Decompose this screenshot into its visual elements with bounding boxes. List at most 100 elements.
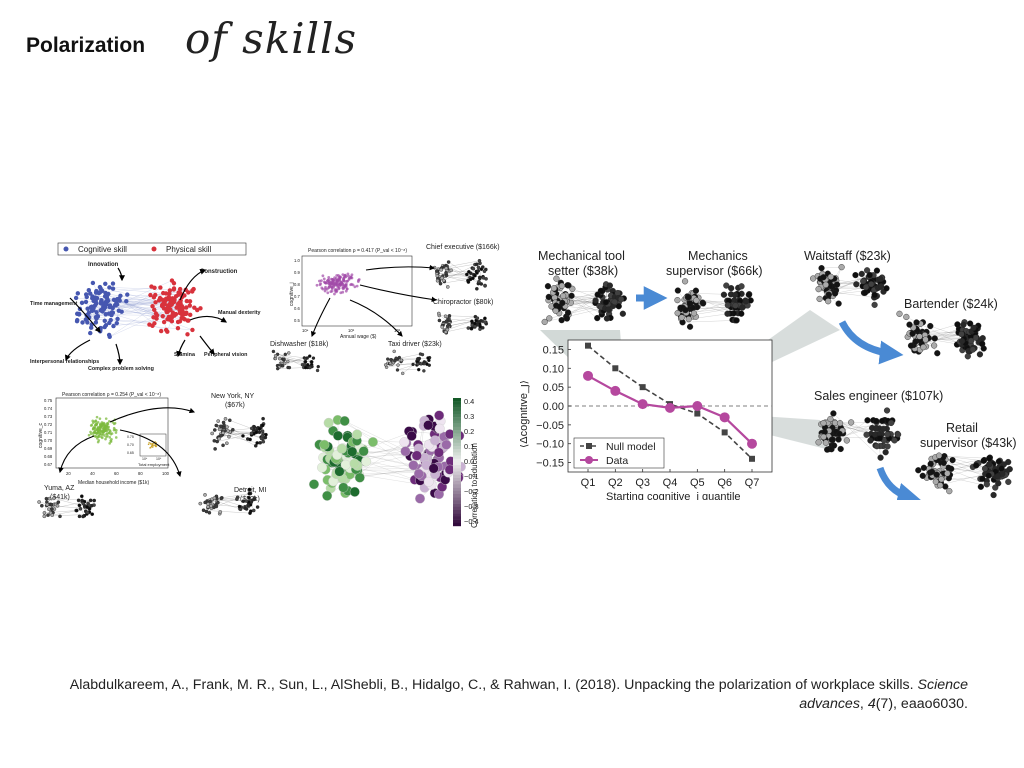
- income-inset-xtick: 10⁶: [156, 457, 162, 461]
- network-edge: [682, 320, 737, 323]
- network-node: [416, 357, 420, 361]
- income-ytick: 0.71: [44, 430, 53, 435]
- colorbar-step: [453, 449, 461, 453]
- network-edge: [99, 286, 165, 304]
- network-node: [862, 284, 870, 291]
- network-node: [687, 300, 694, 307]
- network-node: [204, 509, 209, 514]
- income-arrows: [58, 407, 196, 478]
- network-node: [47, 496, 52, 501]
- network-node: [50, 507, 54, 511]
- colorbar-step: [453, 414, 461, 418]
- network-node: [605, 306, 612, 313]
- scatter-point: [114, 436, 118, 439]
- network-node: [545, 293, 552, 301]
- network-node: [315, 368, 320, 373]
- network-node: [110, 310, 116, 315]
- network-node: [733, 317, 740, 324]
- income-ylabel: cognitive_c: [38, 422, 44, 448]
- colorbar-step: [453, 436, 461, 440]
- network-node: [894, 431, 902, 438]
- network-node: [388, 361, 393, 365]
- network-node: [319, 439, 330, 450]
- network-node: [352, 429, 363, 440]
- colorbar-step: [453, 458, 461, 463]
- colorbar-tick: −0.2: [464, 487, 479, 496]
- network-node: [208, 499, 212, 504]
- network-node: [1005, 478, 1012, 485]
- network-node: [160, 297, 165, 302]
- scatter-point: [342, 279, 346, 283]
- scatter-point: [109, 440, 113, 443]
- network-node: [167, 288, 173, 293]
- colorbar-step: [453, 430, 461, 434]
- network-node: [437, 311, 441, 316]
- network-edge: [445, 276, 469, 283]
- network-node: [177, 286, 183, 292]
- transition-arrow: [838, 320, 904, 365]
- network-node: [249, 426, 254, 431]
- colorbar-tick: 0.2: [464, 427, 474, 436]
- scatter-point: [105, 432, 108, 436]
- scatter-point: [96, 420, 100, 424]
- network-node: [931, 335, 938, 342]
- network-node: [149, 284, 154, 289]
- network-node: [275, 366, 280, 371]
- colorbar-step: [453, 471, 461, 475]
- network-node: [933, 471, 940, 478]
- network-node: [77, 514, 82, 519]
- scatter-point: [105, 422, 109, 426]
- network-node: [170, 310, 176, 315]
- wage-xlabel: Annual wage ($): [340, 334, 377, 340]
- citation-rest: (7), eaao6030.: [875, 696, 968, 712]
- network-node: [411, 450, 422, 461]
- inset-point: [150, 442, 152, 444]
- network-node: [255, 505, 260, 509]
- network-node: [437, 318, 442, 323]
- network-node: [681, 278, 689, 285]
- colorbar-step: [453, 398, 461, 402]
- network-node: [258, 440, 262, 445]
- network-node: [896, 310, 903, 317]
- network-node: [836, 430, 843, 437]
- network-node: [483, 320, 487, 324]
- network-node: [480, 265, 485, 269]
- y-tick-label: 0.10: [543, 363, 564, 375]
- network-node: [85, 320, 90, 325]
- network-node: [558, 317, 565, 324]
- network-node: [334, 466, 345, 477]
- scatter-point: [335, 277, 338, 280]
- network-node: [118, 293, 123, 298]
- network-node: [332, 430, 343, 441]
- network-node: [884, 431, 891, 438]
- network-node: [153, 292, 158, 298]
- network-edge: [279, 352, 289, 359]
- colorbar-step: [453, 500, 461, 504]
- network-node: [252, 497, 257, 502]
- network-node: [254, 430, 259, 435]
- network-node: [977, 483, 984, 490]
- city-income: ($67k): [225, 402, 245, 409]
- network-node: [212, 438, 217, 443]
- income-ytick: 0.70: [44, 438, 53, 443]
- network-node: [160, 313, 165, 319]
- colorbar-step: [453, 484, 461, 488]
- scatter-point: [110, 438, 113, 441]
- network-node: [102, 318, 107, 324]
- chart-xlabel: Starting cognitive_j quantile: [606, 491, 741, 500]
- network-node: [161, 319, 167, 325]
- scatter-point: [337, 276, 341, 279]
- scatter-point: [108, 431, 111, 434]
- network-node: [692, 287, 700, 294]
- scatter-point: [112, 422, 116, 426]
- network-node: [568, 292, 575, 299]
- network-node: [837, 445, 844, 453]
- network-node: [475, 316, 480, 320]
- network-node: [253, 443, 258, 448]
- network-node: [110, 305, 115, 311]
- scatter-point: [337, 282, 341, 285]
- network-node: [212, 428, 217, 432]
- network-node: [37, 500, 41, 504]
- scatter-point: [320, 279, 323, 283]
- network-node: [606, 282, 613, 289]
